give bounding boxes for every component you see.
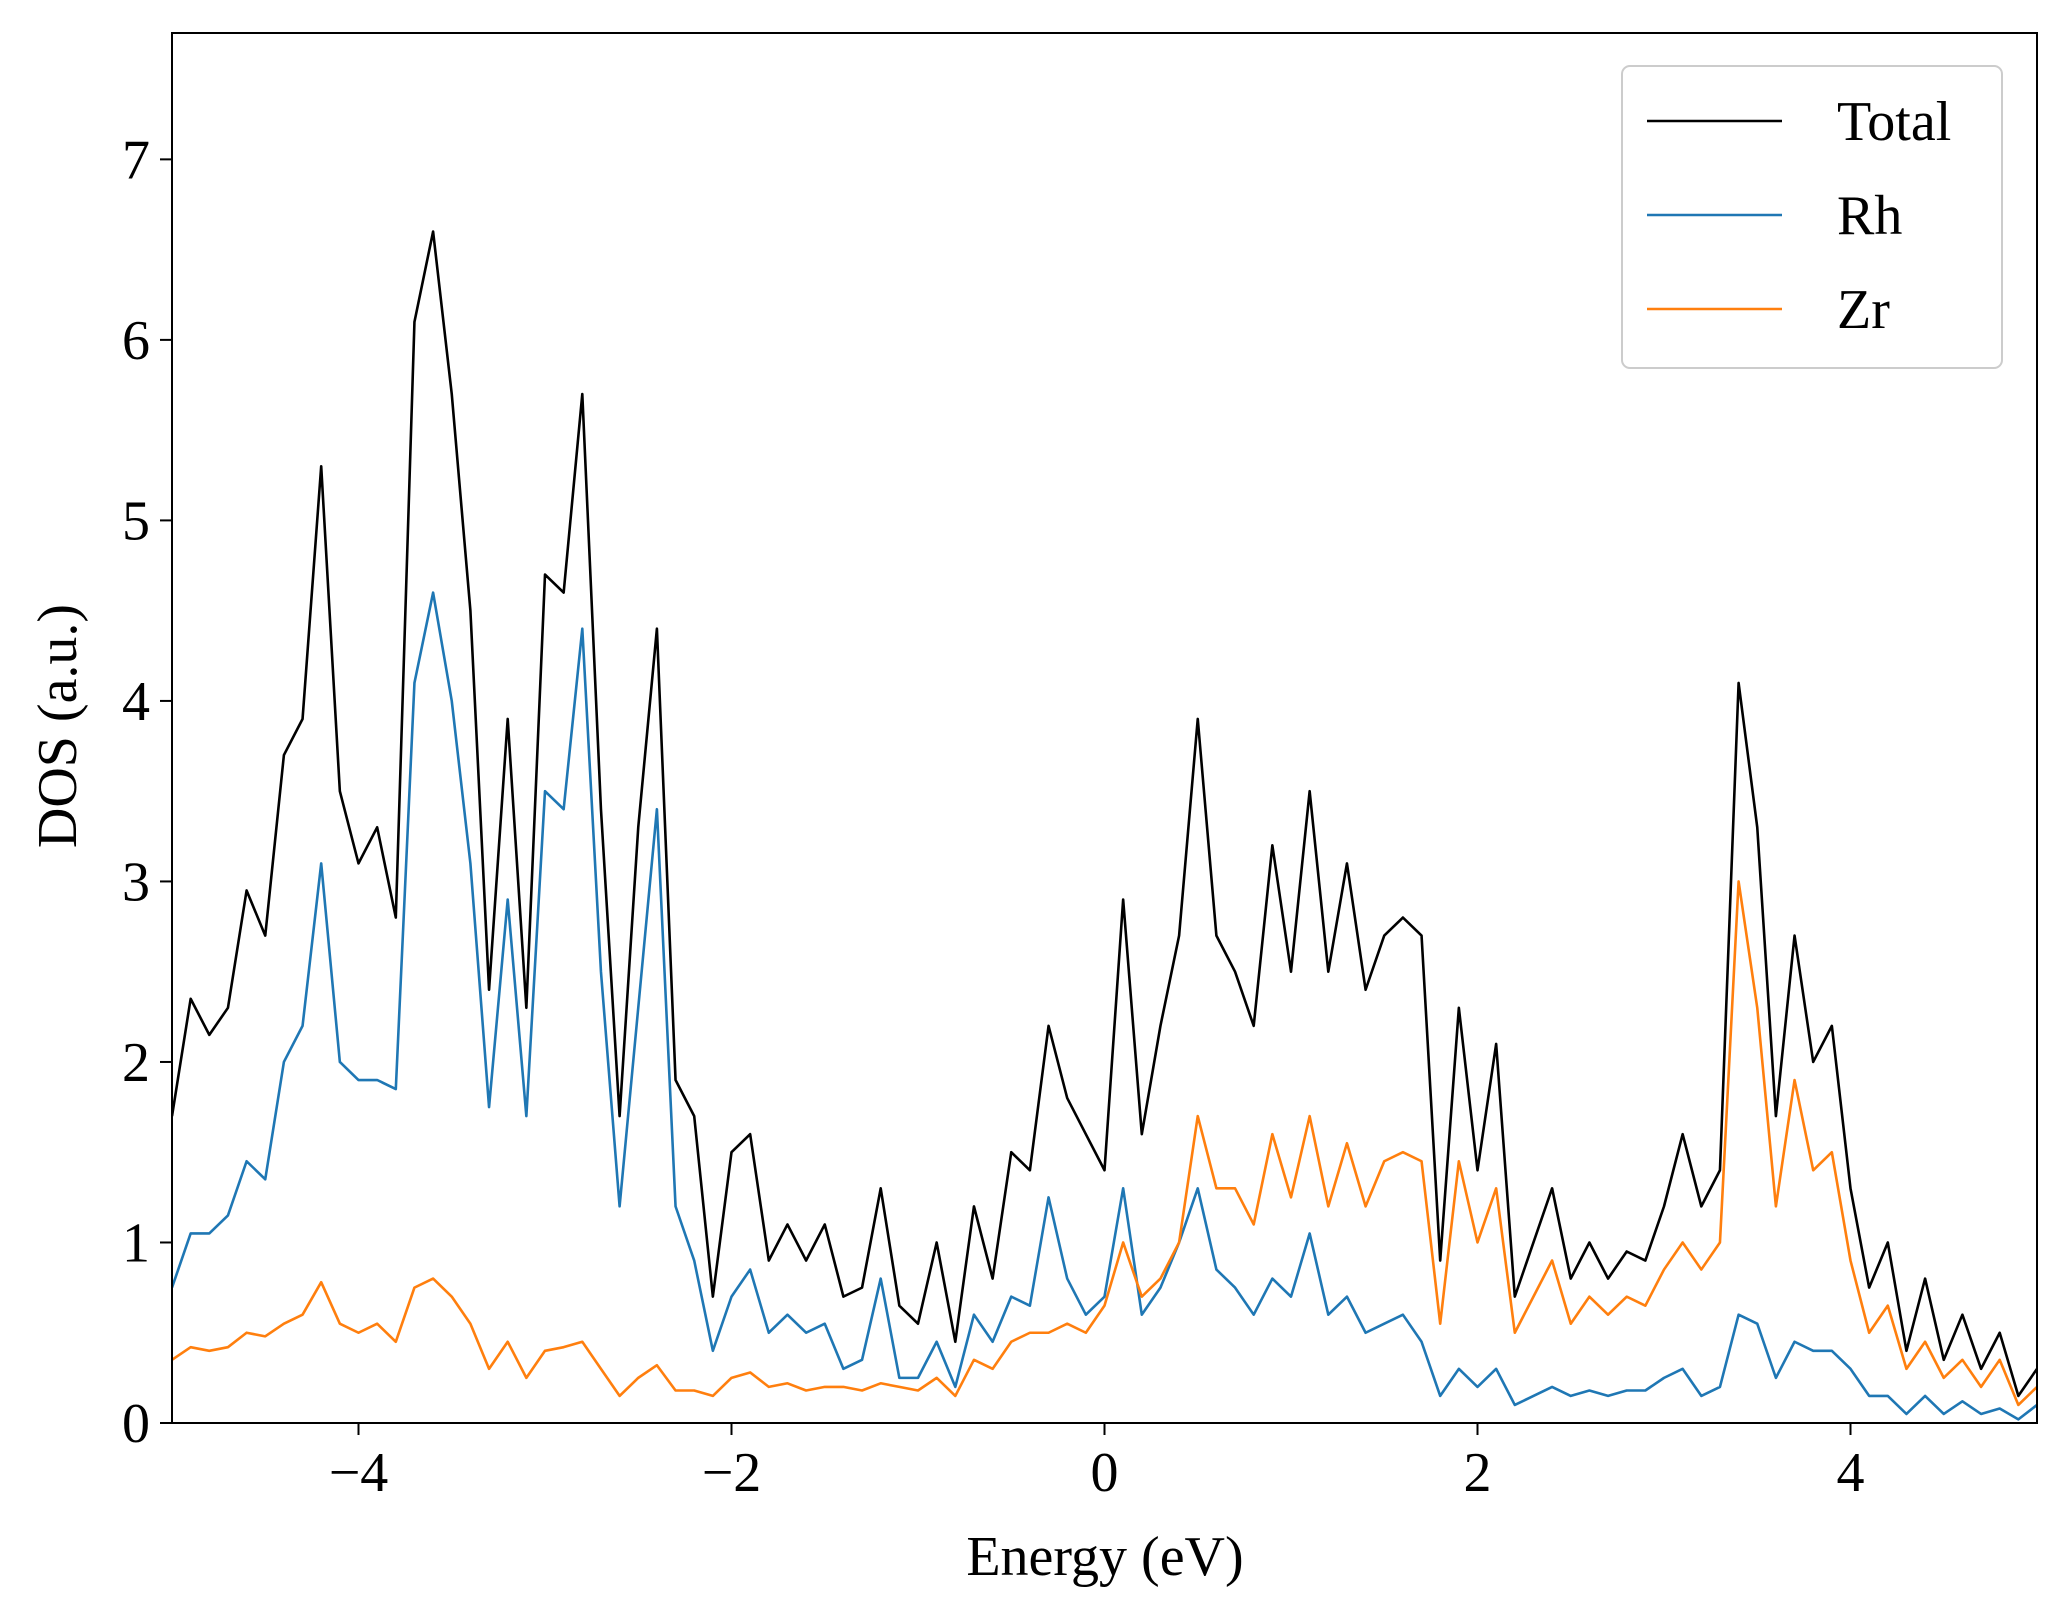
y-tick-label: 2 <box>122 1032 150 1094</box>
y-axis-label: DOS (a.u.) <box>27 604 89 848</box>
x-tick-label: 2 <box>1464 1442 1492 1504</box>
legend-label: Total <box>1837 91 1951 153</box>
y-tick-label: 4 <box>122 671 150 733</box>
series-line <box>172 230 2037 1398</box>
y-tick-label: 3 <box>122 851 150 913</box>
x-tick-label: 4 <box>1837 1442 1865 1504</box>
y-tick-label: 6 <box>122 310 150 372</box>
x-tick-label: 0 <box>1091 1442 1119 1504</box>
y-tick-label: 1 <box>122 1212 150 1274</box>
plot-frame <box>171 32 2038 1424</box>
y-tick-label: 0 <box>122 1393 150 1455</box>
x-tick-label: −4 <box>329 1442 389 1504</box>
series-line <box>172 880 2037 1407</box>
y-tick-label: 7 <box>122 129 150 191</box>
series-line <box>172 591 2037 1421</box>
legend-label: Zr <box>1837 279 1890 341</box>
y-tick-label: 5 <box>122 490 150 552</box>
legend-label: Rh <box>1837 185 1902 247</box>
x-axis-label: Energy (eV) <box>966 1526 1243 1588</box>
legend-box <box>1621 65 2003 369</box>
x-tick-label: −2 <box>702 1442 762 1504</box>
